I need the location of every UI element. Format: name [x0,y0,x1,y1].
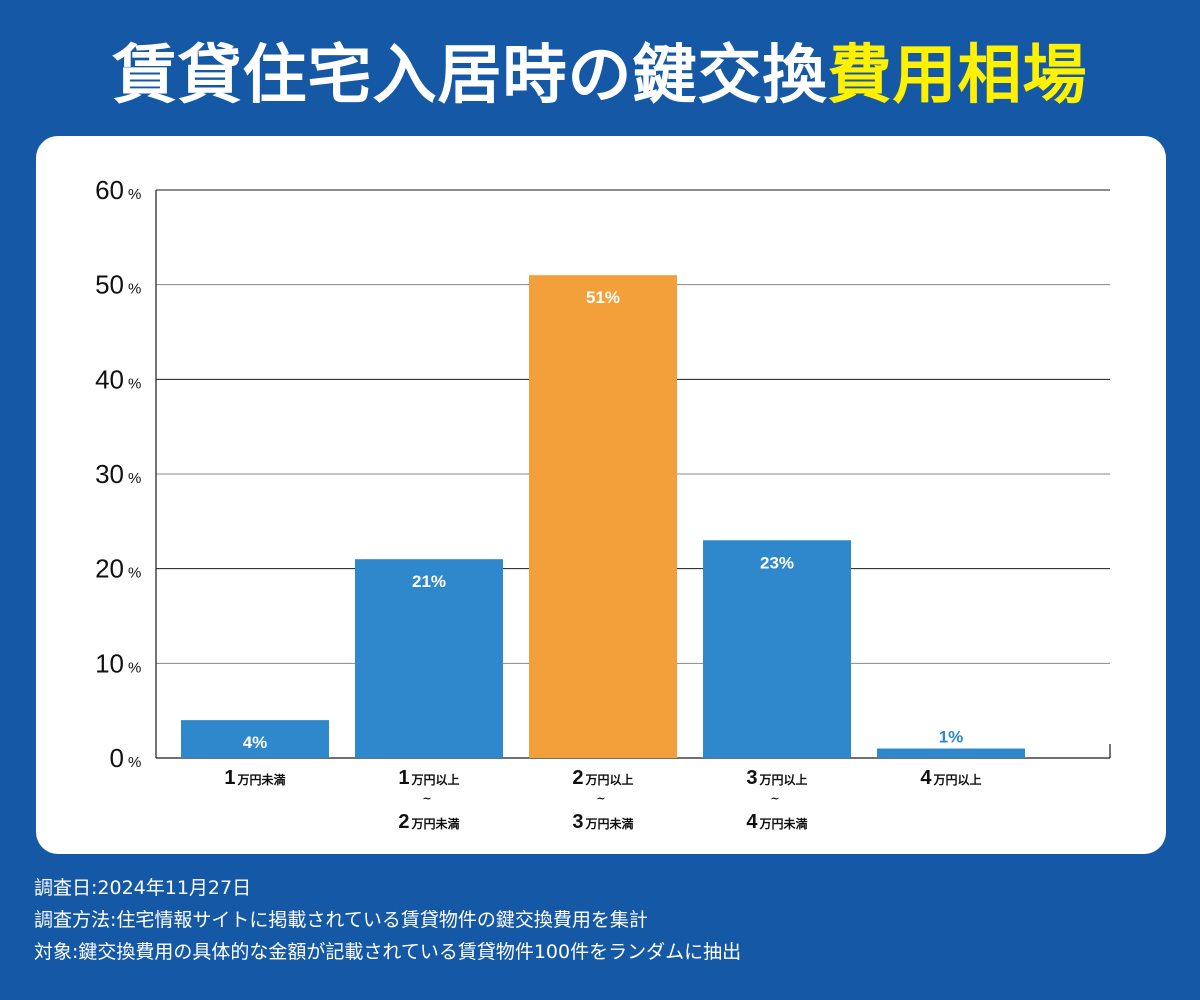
x-category-label: 1 万円未満 [224,767,285,789]
bar-value-label: 51% [586,288,620,307]
y-tick-label: 10 [95,648,124,678]
chart-card: 0% 10% 20% 30% 40% 50% 60% 4% 1 万円未満 21% 1 万円以上 2 万円未満… [36,136,1166,854]
y-tick-label: 0 [110,743,124,773]
bar [355,559,503,758]
x-category-label: 2 万円未満 [398,811,459,833]
y-tick-unit: % [128,754,141,771]
x-category-label: 2 万円以上 [572,767,633,789]
x-category-label: 3 万円未満 [572,811,633,833]
x-category-range-tilde: ~ [596,792,605,805]
title-highlight: 費用相場 [827,39,1088,113]
bar [181,720,329,758]
title-main: 賃貸住宅入居時の鍵交換 [112,39,828,113]
note-survey-date: 調査日:2024年11月27日 [34,877,252,899]
y-tick-unit: % [128,186,141,203]
bar [529,275,677,758]
x-category-label: 4 万円以上 [920,767,981,789]
bar-value-label: 23% [760,553,794,572]
x-category-label: 3 万円以上 [746,767,807,789]
bar-value-label: 1% [939,728,964,747]
bar [877,748,1025,758]
y-tick-unit: % [128,281,141,298]
bar [703,540,851,758]
x-category-range-tilde: ~ [770,792,779,805]
y-tick-label: 30 [95,459,124,489]
y-tick-unit: % [128,659,141,676]
y-tick-label: 60 [95,175,124,205]
note-survey-target: 対象:鍵交換費用の具体的な金額が記載されている賃貸物件100件をランダムに抽出 [34,941,742,963]
y-tick-unit: % [128,375,141,392]
y-tick-label: 40 [95,364,124,394]
y-tick-label: 50 [95,270,124,300]
y-tick-unit: % [128,565,141,582]
survey-notes: 調査日:2024年11月27日 調査方法:住宅情報サイトに掲載されている賃貸物件… [34,872,1174,968]
bar-value-label: 4% [243,733,268,752]
x-category-label: 1 万円以上 [398,767,459,789]
y-tick-unit: % [128,470,141,487]
x-category-label: 4 万円未満 [746,811,807,833]
page-title: 賃貸住宅入居時の鍵交換費用相場 [0,28,1200,124]
note-survey-method: 調査方法:住宅情報サイトに掲載されている賃貸物件の鍵交換費用を集計 [34,909,648,931]
bar-value-label: 21% [412,572,446,591]
y-tick-label: 20 [95,554,124,584]
x-category-range-tilde: ~ [422,792,431,805]
